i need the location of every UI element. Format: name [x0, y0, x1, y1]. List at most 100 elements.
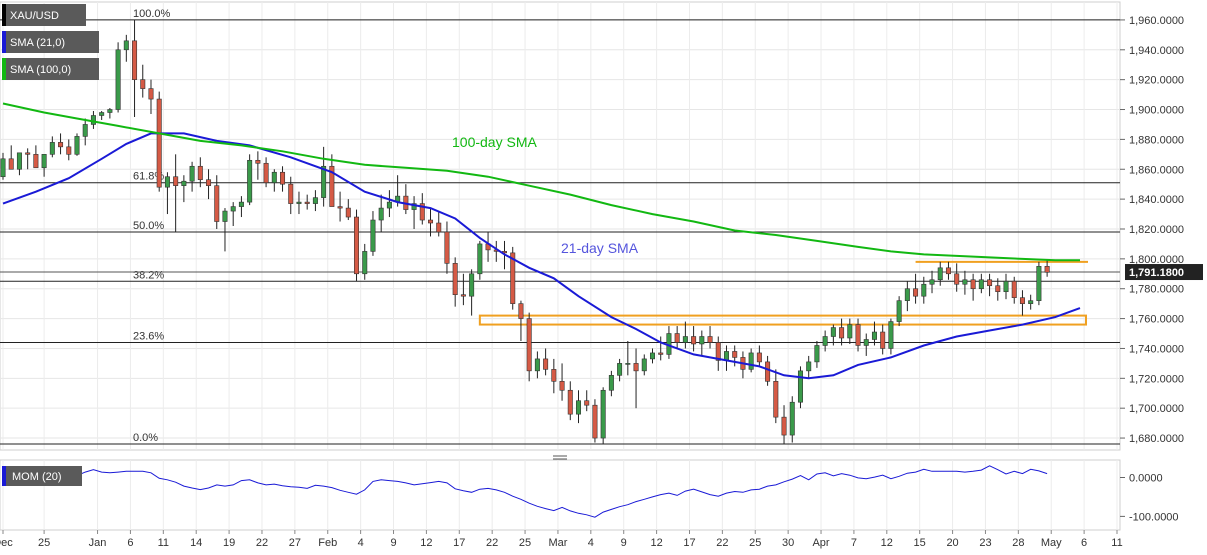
candle-up — [699, 336, 705, 345]
x-axis-labels: Dec 25 Jan 6 11 14 19 22 27 Feb 4 9 12 17 22 25 Mar 4 9 12 1… — [0, 530, 1123, 549]
x-tick-label: 11 — [158, 537, 169, 549]
candle-down — [132, 40, 138, 80]
main-panel-grid — [0, 1, 1121, 531]
legend-color-swatch — [2, 58, 6, 80]
y-tick-label: 1,860.0000 — [1129, 164, 1184, 176]
x-tick-label: 28 — [1012, 537, 1024, 549]
candle-down — [337, 206, 343, 209]
candle-up — [830, 327, 836, 337]
candle-up — [107, 109, 113, 113]
x-tick-label: 14 — [190, 537, 202, 549]
x-tick-label: 23 — [979, 537, 991, 549]
mom-legend-box — [2, 466, 82, 486]
mom-y-tick-label: -100.0000 — [1129, 511, 1179, 523]
candle-down — [33, 154, 39, 169]
candle-up — [600, 389, 606, 439]
x-tick-label: 27 — [289, 537, 301, 549]
candle-down — [8, 158, 14, 170]
candle-down — [66, 146, 72, 155]
candle-up — [871, 331, 877, 340]
x-tick-label: 7 — [851, 537, 857, 549]
candle-down — [781, 416, 787, 436]
candle-up — [1003, 280, 1009, 293]
main-panel-frame — [0, 1, 1121, 451]
candle-down — [1019, 297, 1025, 304]
candle-down — [197, 165, 203, 181]
candle-up — [378, 207, 384, 221]
y-tick-label: 1,880.0000 — [1129, 134, 1184, 146]
candle-down — [1011, 280, 1017, 298]
candle-down — [460, 294, 466, 297]
candle-down — [1044, 266, 1050, 273]
candle-up — [978, 279, 984, 290]
candle-down — [567, 389, 573, 415]
candle-up — [16, 152, 22, 170]
sma-21-annotation: 21-day SMA — [561, 240, 639, 256]
y-axis-labels: 1,680.0000 1,700.0000 1,720.0000 1,740.0000… — [1120, 15, 1203, 445]
candle-up — [74, 136, 80, 155]
fibonacci-levels: 100.0% 61.8% 50.0% 38.2% 23.6% 0.0% — [0, 8, 1120, 445]
legend-color-swatch — [2, 4, 6, 26]
candle-down — [880, 331, 886, 349]
candle-down — [436, 222, 442, 233]
candle-down — [658, 352, 664, 355]
candle-up — [921, 283, 927, 297]
candle-up — [271, 171, 277, 183]
candle-down — [691, 336, 697, 345]
candle-down — [765, 361, 771, 382]
x-tick-label: 25 — [38, 537, 50, 549]
candle-down — [428, 219, 434, 224]
candle-down — [526, 318, 532, 372]
candle-down — [954, 273, 960, 285]
candle-up — [49, 142, 55, 155]
candle-up — [296, 201, 302, 204]
y-tick-label: 1,740.0000 — [1129, 343, 1184, 355]
x-tick-label: May — [1041, 537, 1062, 549]
momentum-line — [2, 465, 1048, 518]
candle-up — [649, 352, 655, 360]
price-label-box — [1125, 264, 1203, 281]
x-tick-label: 12 — [420, 537, 432, 549]
candle-down — [715, 342, 721, 361]
candle-up — [1028, 300, 1034, 304]
y-tick-label: 1,820.0000 — [1129, 224, 1184, 236]
candle-up — [362, 251, 368, 275]
x-tick-label: 9 — [390, 537, 396, 549]
fib-level-label: 23.6% — [133, 330, 164, 342]
momentum-panel: 0.0000 -100.0000 MOM (20) — [2, 465, 1179, 523]
candle-up — [641, 358, 647, 372]
x-tick-label: 17 — [453, 537, 465, 549]
chart-annotations: 100-day SMA 21-day SMA — [452, 134, 639, 460]
candle-up — [99, 112, 105, 116]
candle-up — [82, 124, 88, 137]
x-tick-label: 25 — [749, 537, 761, 549]
candle-up — [937, 267, 943, 281]
support-zone-box — [478, 314, 1088, 326]
legend-label: SMA (21,0) — [10, 37, 65, 49]
candle-up — [962, 279, 968, 285]
candle-down — [329, 165, 335, 207]
candle-up — [321, 165, 327, 198]
x-tick-label: 25 — [519, 537, 531, 549]
x-tick-label: 6 — [127, 537, 133, 549]
fib-level-label: 50.0% — [133, 220, 164, 232]
fib-level-label: 100.0% — [133, 8, 171, 20]
x-tick-label: Apr — [812, 537, 829, 549]
candle-up — [534, 358, 540, 372]
legend-color-swatch — [2, 31, 6, 53]
candle-down — [263, 162, 269, 183]
sma-21-line — [2, 132, 1081, 380]
candle-up — [222, 210, 228, 222]
candle-up — [370, 219, 376, 252]
candle-down — [255, 159, 261, 164]
candle-up — [888, 321, 894, 349]
candle-down — [280, 171, 286, 185]
candle-down — [732, 351, 738, 358]
candle-down — [444, 231, 450, 264]
candle-down — [510, 252, 516, 304]
x-tick-label: 22 — [256, 537, 268, 549]
x-tick-label: 4 — [358, 537, 364, 549]
x-tick-label: 9 — [621, 537, 627, 549]
y-tick-label: 1,960.0000 — [1129, 15, 1184, 27]
